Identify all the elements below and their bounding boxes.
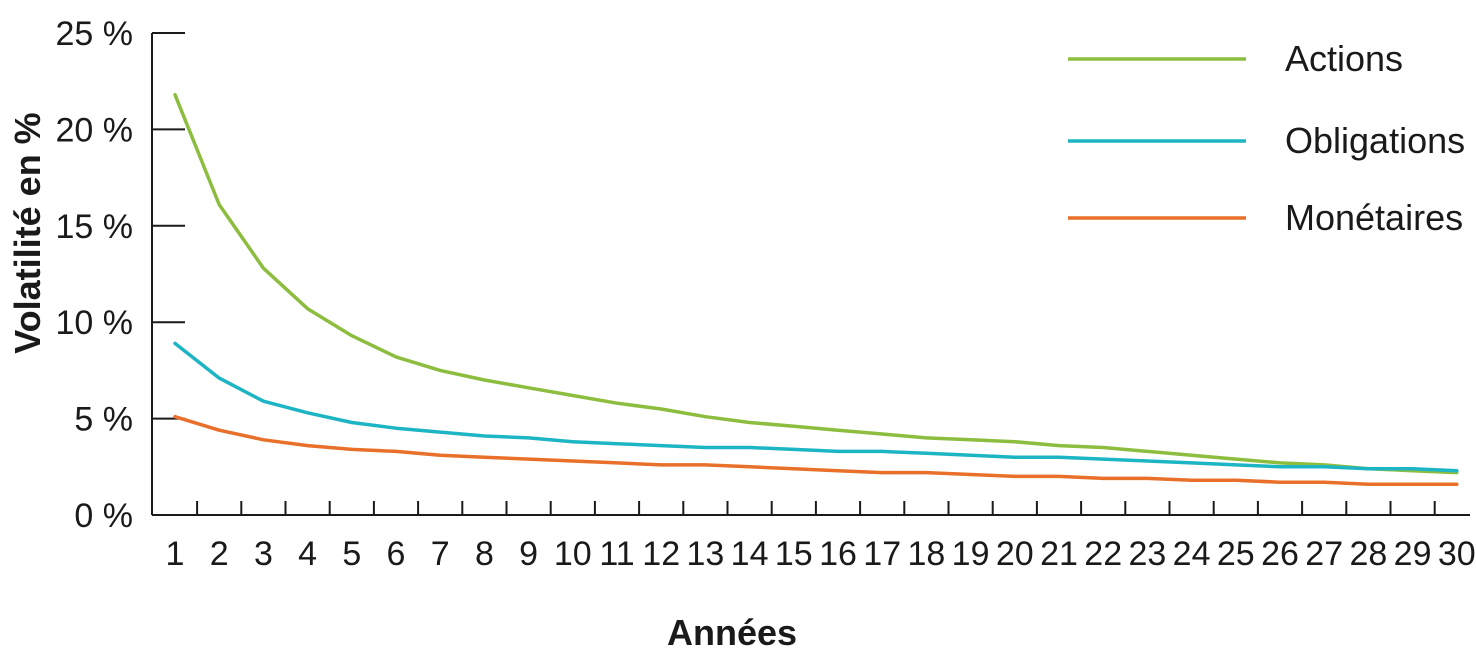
x-tick-label: 8: [475, 535, 494, 573]
y-ticks: 0 % 5 % 10 % 15 % 20 % 25 %: [56, 15, 185, 535]
x-tick-label: 28: [1349, 535, 1387, 573]
legend-label-obligations: Obligations: [1285, 120, 1465, 161]
legend-label-monetaires: Monétaires: [1285, 197, 1463, 238]
x-tick-label: 27: [1305, 535, 1343, 573]
y-tick-label: 0 %: [74, 497, 133, 535]
series-lines: [173, 92, 1459, 486]
series-line-actions: [173, 92, 1459, 475]
y-tick-label: 15 %: [56, 208, 134, 246]
x-tick-label: 16: [819, 535, 857, 573]
x-tick-label: 13: [686, 535, 724, 573]
x-tick-label: 11: [599, 535, 634, 573]
legend-label-actions: Actions: [1285, 38, 1403, 79]
axes: [151, 33, 1470, 516]
series-line-obligations: [173, 341, 1459, 473]
x-tick-label: 10: [554, 535, 592, 573]
x-tick-label: 21: [1040, 535, 1078, 573]
x-tick-label: 26: [1261, 535, 1299, 573]
x-tick-label: 23: [1128, 535, 1166, 573]
x-axis-title: Années: [667, 612, 797, 653]
x-tick-label: 3: [254, 535, 273, 573]
x-tick-label: 22: [1084, 535, 1122, 573]
x-tick-label: 19: [952, 535, 990, 573]
x-tick-label: 1: [166, 535, 185, 573]
x-tick-label: 6: [387, 535, 406, 573]
legend: Actions Obligations Monétaires: [1068, 38, 1465, 238]
x-tick-label: 24: [1173, 535, 1211, 573]
x-ticks: 1 2 3 4 5 6 7 8 9 10 11 12 13 14 15 16 17 18 19 20 21 22 23 24 2…: [166, 501, 1476, 573]
x-tick-label: 14: [731, 535, 769, 573]
x-tick-label: 25: [1217, 535, 1255, 573]
x-tick-label: 15: [775, 535, 813, 573]
x-tick-label: 20: [996, 535, 1034, 573]
y-axis-title: Volatilité en %: [7, 112, 48, 353]
x-tick-label: 30: [1438, 535, 1476, 573]
y-tick-label: 25 %: [56, 15, 134, 53]
x-tick-label: 9: [519, 535, 538, 573]
x-tick-label: 18: [907, 535, 945, 573]
series-line-monetaires: [173, 414, 1459, 486]
x-tick-label: 12: [642, 535, 680, 573]
x-tick-label: 17: [863, 535, 901, 573]
x-tick-label: 4: [298, 535, 317, 573]
x-tick-label: 5: [342, 535, 361, 573]
x-tick-label: 7: [431, 535, 450, 573]
y-tick-label: 5 %: [74, 401, 133, 439]
y-tick-label: 20 %: [56, 111, 134, 149]
y-tick-label: 10 %: [56, 304, 134, 342]
x-tick-label: 29: [1394, 535, 1432, 573]
x-tick-label: 2: [210, 535, 229, 573]
